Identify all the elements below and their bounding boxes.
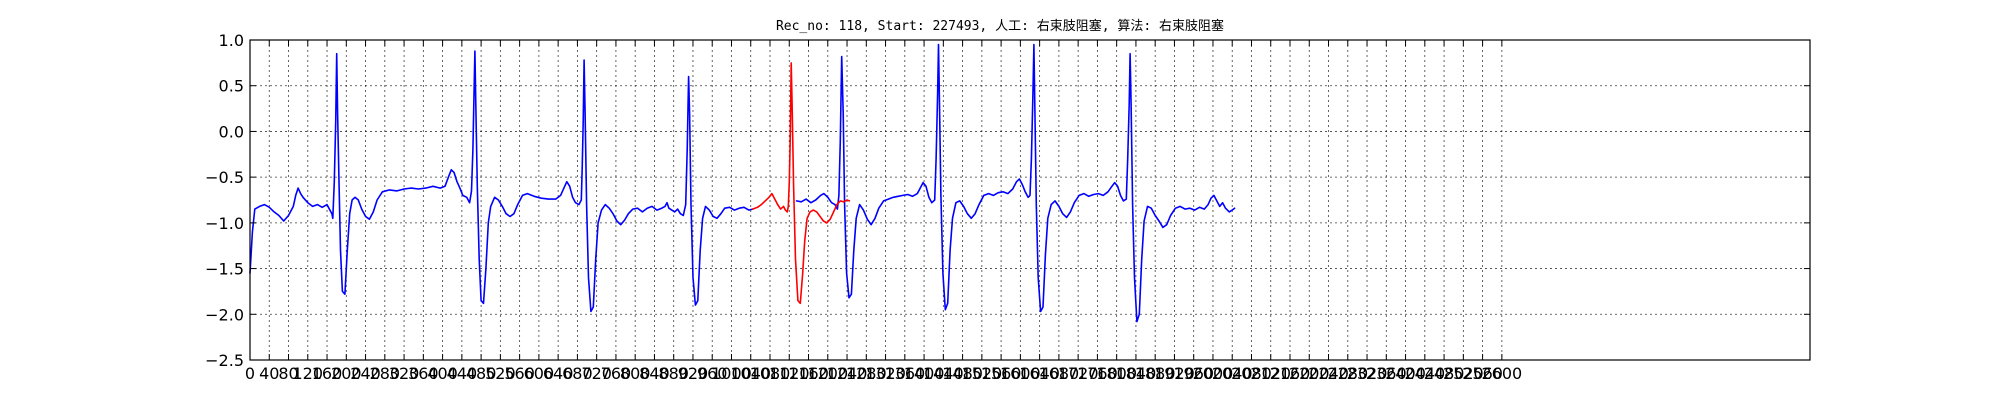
x-tick-label: 280 (370, 364, 401, 383)
chart-title: Rec_no: 118, Start: 227493, 人工: 右束肢阻塞, 算… (776, 18, 1224, 34)
x-tick-label: 0 (245, 364, 255, 383)
x-tick-label: 2080 (1231, 364, 1272, 383)
x-tick-label: 560 (504, 364, 535, 383)
x-tick-label: 1600 (1000, 364, 1041, 383)
plot-frame (249, 39, 1811, 361)
x-tick-label: 880 (658, 364, 689, 383)
x-tick-label: 640 (543, 364, 574, 383)
x-tick-label: 1760 (1077, 364, 1118, 383)
x-tick-label: 2240 (1308, 364, 1349, 383)
x-tick-label: 600 (524, 364, 555, 383)
x-tick-label: 1560 (981, 364, 1022, 383)
x-tick-label: 40 (259, 364, 279, 383)
y-tick-label: 1.0 (219, 31, 244, 50)
x-tick-label: 2040 (1212, 364, 1253, 383)
x-tick-label: 2560 (1462, 364, 1503, 383)
grid (250, 40, 1810, 360)
x-tick-label: 1280 (846, 364, 887, 383)
x-tick-label: 1440 (923, 364, 964, 383)
x-tick-label: 2200 (1289, 364, 1330, 383)
x-tick-label: 360 (408, 364, 439, 383)
y-tick-label: −2.0 (205, 305, 244, 324)
x-tick-label: 760 (601, 364, 632, 383)
x-tick-label: 840 (639, 364, 670, 383)
x-tick-label: 1400 (904, 364, 945, 383)
x-tick-label: 1720 (1058, 364, 1099, 383)
x-tick-label: 1320 (865, 364, 906, 383)
x-tick-label: 2480 (1424, 364, 1465, 383)
x-tick-label: 200 (331, 364, 362, 383)
x-axis-ticks: 0 408012016020024028032036040044048052056… (245, 40, 1522, 383)
x-tick-label: 1880 (1135, 364, 1176, 383)
y-tick-label: −1.0 (205, 214, 244, 233)
x-tick-label: 1120 (769, 364, 810, 383)
x-tick-label: 2280 (1327, 364, 1368, 383)
x-tick-label: 2160 (1270, 364, 1311, 383)
y-tick-label: −2.5 (205, 351, 244, 370)
x-tick-label: 1920 (1154, 364, 1195, 383)
x-tick-label: 1000 (711, 364, 752, 383)
x-tick-label: 400 (427, 364, 458, 383)
x-tick-label: 1640 (1019, 364, 1060, 383)
x-tick-label: 320 (389, 364, 420, 383)
x-tick-label: 1800 (1096, 364, 1137, 383)
x-tick-label: 960 (697, 364, 728, 383)
x-tick-label: 800 (620, 364, 651, 383)
x-tick-label: 1160 (788, 364, 829, 383)
x-tick-label: 440 (447, 364, 478, 383)
x-tick-label: 2520 (1443, 364, 1484, 383)
x-tick-label: 2400 (1385, 364, 1426, 383)
x-tick-label: 1240 (827, 364, 868, 383)
x-tick-label: 1080 (750, 364, 791, 383)
plot-series (249, 43, 1236, 323)
x-tick-label: 1480 (942, 364, 983, 383)
x-tick-label: 480 (466, 364, 497, 383)
y-tick-label: −1.5 (205, 260, 244, 279)
x-tick-label: 1360 (884, 364, 925, 383)
x-tick-label: 680 (562, 364, 593, 383)
x-tick-label: 1200 (807, 364, 848, 383)
x-tick-label: 520 (485, 364, 516, 383)
x-tick-label: 2360 (1366, 364, 1407, 383)
x-tick-label: 240 (350, 364, 381, 383)
ecg-trace-blue (249, 50, 754, 313)
x-tick-label: 80 (278, 364, 298, 383)
ecg-trace-red (751, 62, 851, 305)
x-tick-label: 120 (293, 364, 324, 383)
y-tick-label: −0.5 (205, 168, 244, 187)
y-tick-label: 0.0 (219, 122, 244, 141)
x-tick-label: 1840 (1116, 364, 1157, 383)
x-tick-label: 160 (312, 364, 343, 383)
x-tick-label: 1520 (961, 364, 1002, 383)
x-tick-label: 2600 (1481, 364, 1522, 383)
x-tick-label: 2000 (1193, 364, 1234, 383)
x-tick-label: 2320 (1347, 364, 1388, 383)
x-tick-label: 1680 (1039, 364, 1080, 383)
y-axis-ticks: 1.0 0.5 0.0 −0.5 −1.0 −1.5 −2.0 −2.5 (205, 31, 1810, 370)
x-tick-label: 920 (678, 364, 709, 383)
x-tick-label: 1960 (1173, 364, 1214, 383)
x-tick-label: 2440 (1404, 364, 1445, 383)
x-tick-label: 1040 (730, 364, 771, 383)
x-tick-label: 720 (581, 364, 612, 383)
ecg-trace-blue (795, 43, 1236, 323)
x-tick-label: 2120 (1250, 364, 1291, 383)
y-tick-label: 0.5 (219, 77, 244, 96)
